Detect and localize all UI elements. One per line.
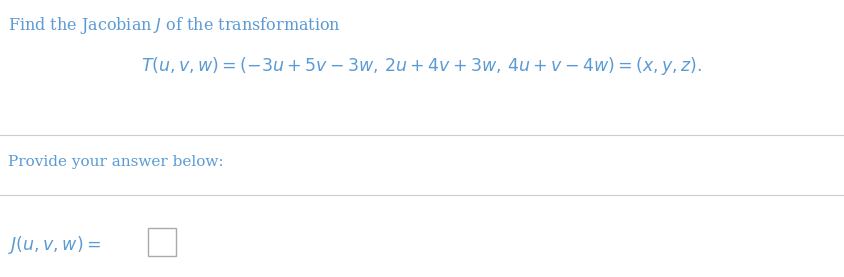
Text: Provide your answer below:: Provide your answer below:: [8, 155, 224, 169]
Text: Find the Jacobian $\mathit{J}$ of the transformation: Find the Jacobian $\mathit{J}$ of the tr…: [8, 15, 341, 36]
Text: $T(u, v, w) = (-3u + 5v - 3w,\, 2u + 4v + 3w,\, 4u + v - 4w) = (x, y, z).$: $T(u, v, w) = (-3u + 5v - 3w,\, 2u + 4v …: [141, 55, 703, 77]
Text: $\mathit{J}(u, v, w) =$: $\mathit{J}(u, v, w) =$: [8, 234, 101, 256]
FancyBboxPatch shape: [148, 228, 176, 256]
